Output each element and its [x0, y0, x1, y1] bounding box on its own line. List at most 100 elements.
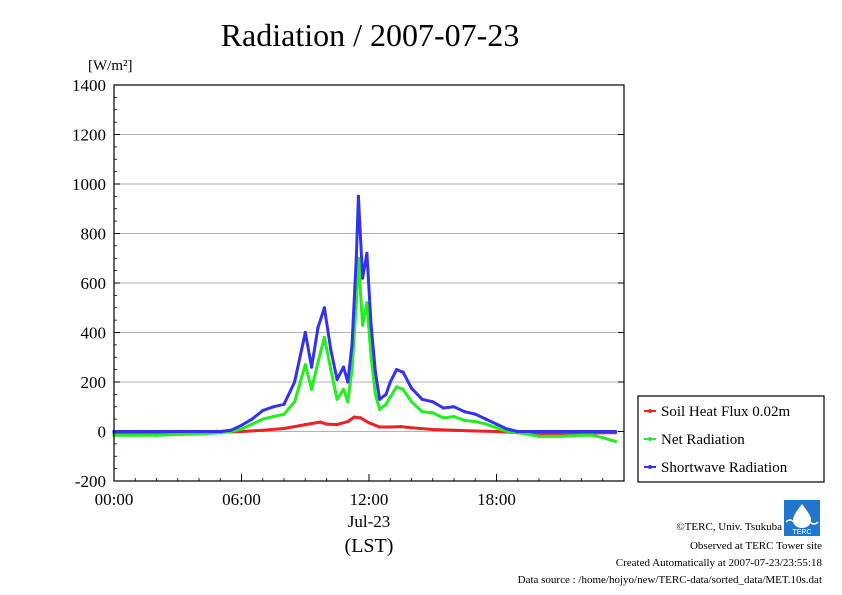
data-point-2 [613, 429, 618, 434]
data-point-1 [473, 420, 477, 424]
data-point-2 [463, 410, 467, 414]
data-point-0 [378, 425, 382, 429]
legend-box [637, 395, 825, 483]
data-point-2 [133, 429, 137, 434]
y-axis-ticks: -200 0 200 400 600 800 1000 1200 1400 [72, 76, 624, 491]
data-point-1 [441, 416, 445, 420]
data-point-0 [473, 429, 477, 433]
data-point-1 [282, 412, 286, 416]
data-point-2 [373, 370, 377, 374]
data-point-2 [601, 429, 605, 434]
water-drop-icon [793, 504, 811, 528]
data-point-0 [346, 420, 350, 424]
x-tick-label: 12:00 [350, 490, 389, 509]
data-point-2 [350, 343, 354, 347]
data-point-2 [354, 256, 358, 260]
data-point-2 [537, 429, 541, 434]
copyright-text: ©TERC, Univ. Tsukuba [676, 521, 782, 533]
legend-marker-2 [648, 465, 652, 469]
data-point-1 [239, 427, 244, 431]
data-point-1 [176, 432, 180, 437]
data-point-2 [322, 306, 326, 310]
data-point-2 [346, 380, 350, 384]
plot-frame [113, 84, 625, 482]
data-point-2 [261, 408, 265, 413]
data-point-1 [361, 323, 365, 327]
data-point-1 [250, 422, 254, 426]
data-point-0 [431, 427, 435, 432]
data-point-2 [409, 386, 414, 390]
data-point-0 [261, 428, 265, 432]
data-point-2 [401, 370, 405, 374]
data-point-1 [388, 395, 392, 399]
series-line-2 [114, 194, 616, 433]
created-timestamp-text: Created Automatically at 2007-07-23/23:5… [616, 557, 823, 569]
data-point-2 [378, 397, 382, 401]
data-point-2 [356, 194, 360, 198]
data-point-2 [579, 429, 584, 434]
data-point-2 [176, 429, 180, 434]
data-point-0 [335, 423, 339, 427]
data-point-2 [505, 427, 509, 431]
y-tick-label: -200 [75, 472, 106, 491]
data-point-0 [388, 425, 392, 429]
data-point-2 [590, 429, 594, 434]
y-tick-label: 400 [81, 324, 107, 343]
wave-icon [785, 519, 819, 525]
y-tick-label: 1200 [72, 126, 106, 145]
data-source-text: Data source : /home/hojyo/new/TERC-data/… [518, 574, 822, 586]
data-point-2 [282, 402, 286, 406]
data-point-0 [324, 422, 329, 426]
data-point-1 [420, 410, 424, 414]
data-point-2 [516, 429, 520, 434]
data-point-2 [431, 400, 435, 404]
data-point-2 [388, 380, 392, 384]
data-point-2 [303, 330, 307, 335]
data-point-2 [239, 423, 244, 427]
data-point-2 [335, 377, 339, 382]
data-point-2 [316, 325, 320, 330]
y-tick-label: 200 [81, 373, 107, 392]
series-line-1 [114, 256, 616, 443]
data-point-1 [395, 385, 399, 389]
data-point-2 [218, 429, 222, 434]
data-point-1 [463, 418, 467, 422]
data-point-1 [133, 433, 137, 437]
data-point-2 [361, 276, 365, 280]
x-axis-title: (LST) [345, 535, 394, 557]
data-point-1 [310, 387, 314, 391]
data-series [112, 194, 618, 443]
data-point-1 [365, 301, 369, 305]
x-tick-label: 00:00 [95, 490, 134, 509]
data-point-2 [197, 429, 201, 434]
x-tick-label: 18:00 [477, 490, 516, 509]
data-point-0 [282, 426, 286, 431]
data-point-2 [384, 392, 388, 396]
observed-site-text: Observed at TERC Tower site [690, 540, 822, 552]
data-point-1 [558, 434, 562, 438]
data-point-0 [409, 426, 414, 430]
data-point-1 [293, 400, 297, 404]
logo-text: TERC [792, 529, 811, 536]
legend-marker-1 [648, 437, 652, 441]
x-axis-ticks: 00:00 06:00 12:00 18:00 [95, 474, 604, 509]
data-point-2 [250, 417, 254, 421]
data-point-1 [369, 355, 373, 359]
data-point-1 [197, 432, 201, 436]
y-tick-label: 1400 [72, 76, 106, 95]
data-point-1 [261, 417, 265, 421]
data-point-2 [420, 397, 424, 401]
data-point-0 [452, 428, 456, 432]
data-point-1 [303, 363, 307, 367]
data-point-1 [484, 422, 488, 426]
legend-label-1: Net Radiation [661, 432, 745, 448]
data-point-1 [154, 433, 159, 437]
legend: Soil Heat Flux 0.02m Net Radiation Shortwa… [637, 395, 825, 483]
data-point-1 [373, 392, 377, 396]
x-axis-date-label: Jul-23 [348, 512, 391, 531]
data-point-1 [271, 415, 275, 419]
data-point-1 [601, 436, 605, 440]
data-point-2 [271, 405, 275, 409]
data-point-2 [494, 422, 499, 426]
